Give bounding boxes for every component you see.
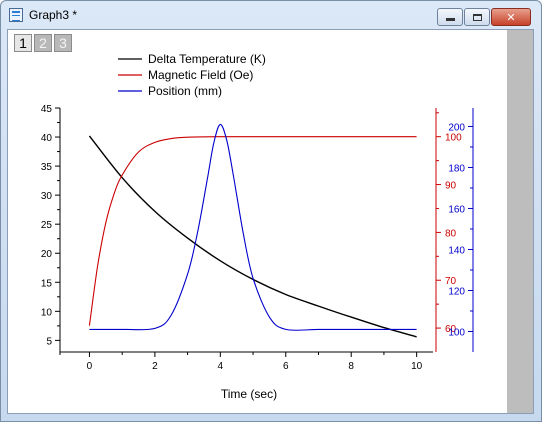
position-tick-label: 180 (448, 163, 465, 174)
page-edge-strip[interactable] (507, 30, 533, 413)
field-tick-label: 60 (445, 324, 457, 335)
legend-item-temperature[interactable]: Delta Temperature (K) (148, 52, 266, 66)
x-tick-label: 6 (283, 361, 289, 372)
plot-area[interactable] (88, 123, 417, 338)
minimize-button[interactable] (437, 8, 463, 26)
position-tick-label: 160 (448, 204, 465, 215)
left-tick-label: 30 (41, 191, 53, 202)
x-tick-label: 0 (87, 361, 93, 372)
x-tick-label: 10 (411, 361, 423, 372)
chart[interactable]: Delta Temperature (K) Magnetic Field (Oe)… (8, 30, 506, 413)
axes: 0 2 4 6 8 10 5 10 15 20 25 30 35 40 45 60 70 80 90 100 100 12… (41, 104, 474, 372)
field-tick-label: 100 (445, 133, 462, 144)
window-title: Graph3 * (29, 8, 78, 22)
position-tick-label: 120 (448, 286, 465, 297)
left-tick-label: 15 (41, 278, 53, 289)
layer-tab-2[interactable]: 2 (34, 34, 52, 52)
legend[interactable]: Delta Temperature (K) Magnetic Field (Oe)… (118, 52, 266, 98)
position-tick-label: 140 (448, 245, 465, 256)
x-axis-label: Time (sec) (221, 387, 277, 401)
close-icon: ✕ (506, 11, 516, 24)
title-bar[interactable]: Graph3 * ✕ (1, 1, 541, 29)
layer-tab-3[interactable]: 3 (54, 34, 72, 52)
field-tick-label: 90 (445, 181, 457, 192)
x-tick-label: 2 (152, 361, 158, 372)
left-tick-label: 25 (41, 220, 53, 231)
left-tick-label: 20 (41, 249, 53, 260)
position-line[interactable] (89, 123, 417, 331)
close-button[interactable]: ✕ (491, 8, 531, 26)
minimize-icon (445, 18, 455, 21)
left-tick-label: 35 (41, 162, 53, 173)
position-tick-label: 100 (448, 327, 465, 338)
graph-page[interactable]: 1 2 3 Delta Temperature (K) Magnetic Fiel… (7, 29, 534, 414)
left-tick-label: 10 (41, 307, 53, 318)
position-tick-label: 200 (448, 122, 465, 133)
legend-item-position[interactable]: Position (mm) (148, 84, 222, 98)
left-tick-label: 40 (41, 133, 53, 144)
field-tick-label: 70 (445, 276, 457, 287)
x-tick-label: 4 (218, 361, 224, 372)
maximize-icon (472, 13, 482, 21)
x-tick-label: 8 (348, 361, 354, 372)
left-tick-label: 45 (41, 104, 53, 115)
graph-window-icon[interactable] (9, 8, 23, 22)
maximize-button[interactable] (464, 8, 490, 26)
temperature-line[interactable] (88, 135, 417, 338)
legend-item-field[interactable]: Magnetic Field (Oe) (148, 68, 253, 82)
field-tick-label: 80 (445, 228, 457, 239)
layer-tabs: 1 2 3 (14, 34, 72, 52)
layer-tab-1[interactable]: 1 (14, 34, 32, 52)
field-line[interactable] (88, 136, 417, 326)
left-tick-label: 5 (46, 336, 52, 347)
